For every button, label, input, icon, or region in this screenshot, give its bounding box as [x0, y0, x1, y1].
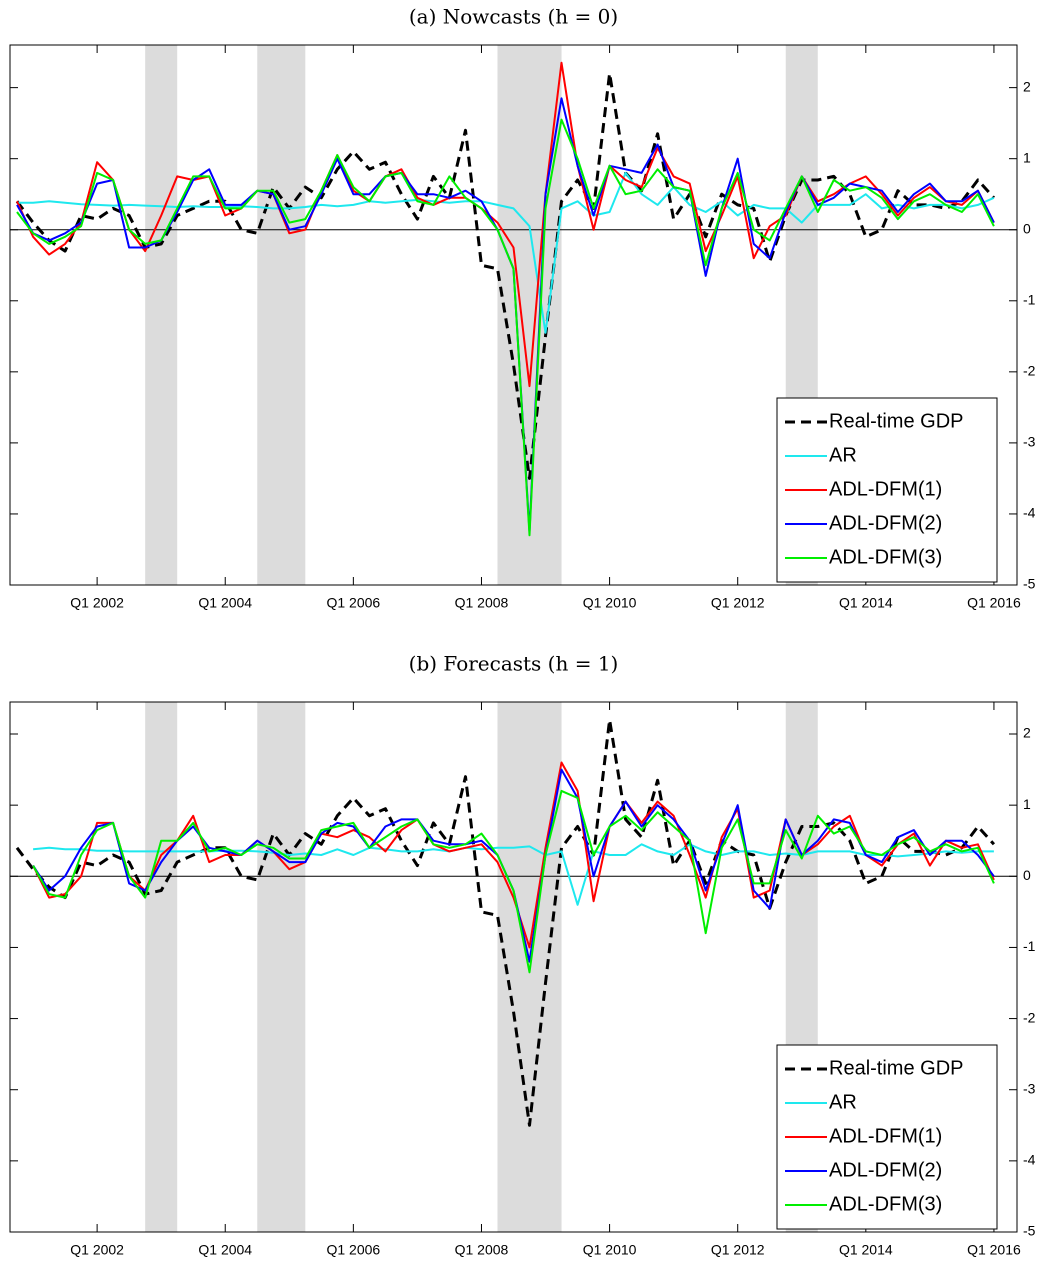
plot-frame: [9, 701, 1018, 1233]
shaded-period: [497, 45, 562, 585]
y-tick-label: -5: [1023, 576, 1036, 592]
y-tick-label: 1: [1023, 796, 1031, 812]
x-tick-label: Q1 2008: [455, 1242, 509, 1258]
series-line: [15, 71, 996, 480]
legend-label: AR: [829, 1091, 857, 1113]
series-line: [16, 61, 995, 388]
x-tick-label: Q1 2010: [583, 595, 637, 611]
chart-title: (a) Nowcasts (h = 0): [409, 5, 618, 29]
chart-title: (b) Forecasts (h = 1): [409, 652, 619, 676]
x-tick-label: Q1 2006: [326, 1242, 380, 1258]
legend-label: ADL-DFM(1): [829, 478, 942, 500]
series-line: [16, 118, 995, 537]
y-tick-label: -4: [1023, 1152, 1036, 1168]
y-tick-label: -2: [1023, 363, 1036, 379]
x-tick-label: Q1 2014: [839, 1242, 893, 1258]
x-tick-label: Q1 2012: [711, 1242, 765, 1258]
series-line: [32, 761, 995, 949]
y-tick-label: -1: [1023, 291, 1036, 307]
legend-label: AR: [829, 444, 857, 466]
y-tick-label: -2: [1023, 1009, 1036, 1025]
x-tick-label: Q1 2010: [583, 1242, 637, 1258]
legend-label: ADL-DFM(1): [829, 1125, 942, 1147]
plot-frame: [9, 44, 1018, 586]
x-tick-label: Q1 2004: [198, 1242, 252, 1258]
legend-label: Real-time GDP: [829, 1057, 963, 1079]
legend-label: ADL-DFM(2): [829, 512, 942, 534]
x-tick-label: Q1 2016: [967, 595, 1021, 611]
shaded-period: [145, 702, 178, 1232]
y-tick-label: -4: [1023, 505, 1036, 521]
legend-label: Real-time GDP: [829, 410, 963, 432]
series-line: [32, 789, 995, 974]
panel: Q1 2002 Q1 2004 Q1 2006 Q1 2008 Q1 2010 Q1 20…: [9, 652, 1036, 1258]
x-tick-label: Q1 2008: [455, 595, 509, 611]
legend-label: ADL-DFM(3): [829, 1193, 942, 1215]
x-tick-label: Q1 2014: [839, 595, 893, 611]
y-tick-label: -1: [1023, 938, 1036, 954]
panel: Q1 2002 Q1 2004 Q1 2006 Q1 2008 Q1 2010 Q1 20…: [9, 5, 1036, 611]
x-tick-label: Q1 2016: [967, 1242, 1021, 1258]
y-tick-label: -5: [1023, 1223, 1036, 1239]
y-tick-label: 0: [1023, 867, 1031, 883]
y-tick-label: 0: [1023, 220, 1031, 236]
x-tick-label: Q1 2006: [326, 595, 380, 611]
x-tick-label: Q1 2004: [198, 595, 252, 611]
x-tick-label: Q1 2002: [70, 1242, 124, 1258]
y-tick-label: 2: [1023, 725, 1031, 741]
y-tick-label: 1: [1023, 149, 1031, 165]
y-tick-label: 2: [1023, 78, 1031, 94]
series-line: [33, 843, 994, 906]
y-tick-label: -3: [1023, 434, 1036, 450]
legend-label: ADL-DFM(3): [829, 546, 942, 568]
x-tick-label: Q1 2002: [70, 595, 124, 611]
x-tick-label: Q1 2012: [711, 595, 765, 611]
shaded-period: [257, 702, 306, 1232]
y-tick-label: -3: [1023, 1080, 1036, 1096]
shaded-period: [257, 45, 306, 585]
legend-label: ADL-DFM(2): [829, 1159, 942, 1181]
shaded-period: [145, 45, 178, 585]
